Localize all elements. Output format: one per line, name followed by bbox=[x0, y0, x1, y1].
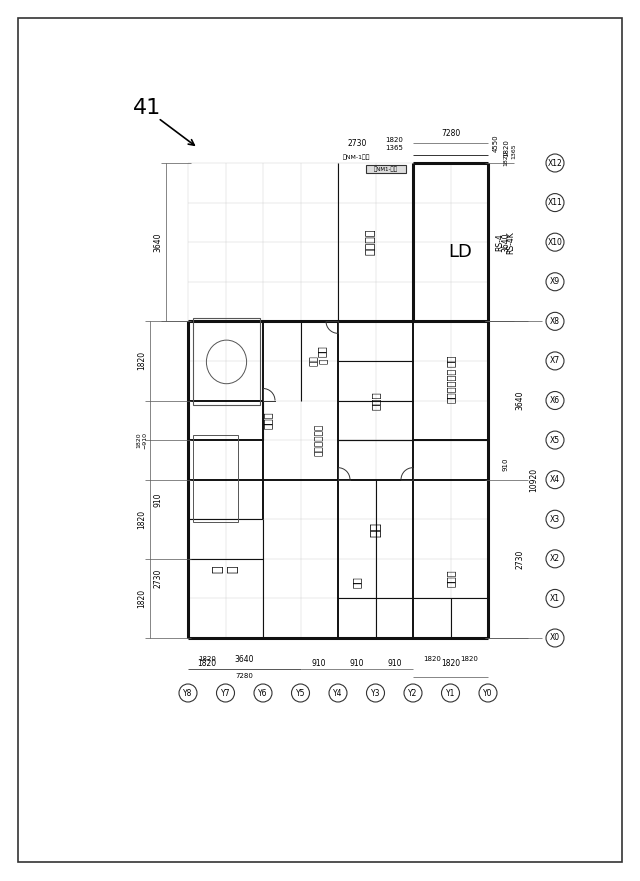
Circle shape bbox=[546, 233, 564, 251]
Text: 910: 910 bbox=[387, 660, 401, 669]
Text: 4550: 4550 bbox=[493, 134, 499, 152]
Text: X12: X12 bbox=[548, 159, 563, 167]
Text: 3640: 3640 bbox=[234, 655, 254, 663]
Text: X10: X10 bbox=[548, 238, 563, 247]
Text: 910: 910 bbox=[154, 492, 163, 507]
Text: 厚NM1-開立: 厚NM1-開立 bbox=[374, 167, 397, 172]
Text: Y5: Y5 bbox=[296, 688, 305, 698]
Text: クローゼット: クローゼット bbox=[445, 368, 456, 403]
Text: 1820: 1820 bbox=[138, 352, 147, 371]
Text: 910: 910 bbox=[349, 660, 364, 669]
Text: 3640: 3640 bbox=[154, 233, 163, 252]
Text: 床の間: 床の間 bbox=[445, 570, 456, 588]
Text: Y1: Y1 bbox=[446, 688, 455, 698]
Text: 1820
−910: 1820 −910 bbox=[136, 432, 147, 448]
Circle shape bbox=[254, 684, 272, 702]
Text: 1820
1365: 1820 1365 bbox=[385, 137, 403, 151]
Text: X1: X1 bbox=[550, 594, 560, 603]
Text: 2730: 2730 bbox=[515, 549, 525, 568]
Text: 910: 910 bbox=[312, 660, 326, 669]
Text: 1365: 1365 bbox=[511, 144, 516, 159]
Text: Y6: Y6 bbox=[259, 688, 268, 698]
Text: X2: X2 bbox=[550, 554, 560, 563]
Text: 階段: 階段 bbox=[316, 345, 326, 357]
Text: 910: 910 bbox=[503, 457, 509, 470]
Text: 厚NM-1開立: 厚NM-1開立 bbox=[343, 154, 371, 159]
Text: 1820: 1820 bbox=[504, 150, 509, 166]
Circle shape bbox=[179, 684, 197, 702]
Text: 1820: 1820 bbox=[460, 656, 478, 662]
Text: 2730: 2730 bbox=[347, 139, 367, 149]
Circle shape bbox=[546, 313, 564, 330]
Text: 2730: 2730 bbox=[154, 569, 163, 589]
Text: 1820: 1820 bbox=[423, 656, 441, 662]
Text: 1820: 1820 bbox=[503, 139, 509, 157]
Text: Y8: Y8 bbox=[183, 688, 193, 698]
Circle shape bbox=[546, 154, 564, 172]
Text: RS-4: RS-4 bbox=[495, 233, 504, 251]
Text: 洋
室: 洋 室 bbox=[211, 565, 239, 573]
Text: 1820: 1820 bbox=[197, 660, 216, 669]
Text: 玄関: 玄関 bbox=[445, 355, 456, 367]
Text: 3640: 3640 bbox=[515, 391, 525, 411]
Text: Y7: Y7 bbox=[221, 688, 230, 698]
Circle shape bbox=[291, 684, 310, 702]
Text: X8: X8 bbox=[550, 317, 560, 326]
Text: 10920: 10920 bbox=[529, 468, 538, 492]
Text: X4: X4 bbox=[550, 475, 560, 485]
Text: X6: X6 bbox=[550, 396, 560, 405]
Text: キッチン: キッチン bbox=[365, 229, 376, 255]
Circle shape bbox=[442, 684, 460, 702]
Text: 41: 41 bbox=[133, 98, 161, 118]
Circle shape bbox=[546, 352, 564, 370]
Bar bbox=[365, 165, 406, 173]
Text: X0: X0 bbox=[550, 633, 560, 642]
Text: RS-4K: RS-4K bbox=[506, 231, 515, 254]
Text: X5: X5 bbox=[550, 435, 560, 445]
Bar bbox=[193, 435, 238, 522]
Circle shape bbox=[546, 391, 564, 410]
Circle shape bbox=[546, 194, 564, 211]
Text: 7280: 7280 bbox=[236, 673, 253, 679]
Circle shape bbox=[546, 589, 564, 607]
Circle shape bbox=[546, 470, 564, 489]
Circle shape bbox=[546, 273, 564, 291]
Text: クローゼット: クローゼット bbox=[315, 424, 324, 456]
Text: 廊下
下: 廊下 下 bbox=[310, 356, 329, 366]
Text: ホール: ホール bbox=[371, 391, 381, 410]
Text: X3: X3 bbox=[550, 515, 560, 523]
Text: Y4: Y4 bbox=[333, 688, 343, 698]
Circle shape bbox=[546, 629, 564, 647]
Text: Y3: Y3 bbox=[371, 688, 380, 698]
Text: X7: X7 bbox=[550, 357, 560, 366]
Circle shape bbox=[546, 550, 564, 568]
Circle shape bbox=[216, 684, 234, 702]
Text: 洗面室: 洗面室 bbox=[263, 411, 273, 429]
Text: 1820: 1820 bbox=[138, 589, 147, 608]
Text: 1820: 1820 bbox=[138, 510, 147, 529]
Circle shape bbox=[546, 510, 564, 529]
Text: X11: X11 bbox=[548, 198, 563, 207]
Text: 和室: 和室 bbox=[369, 522, 382, 537]
Circle shape bbox=[367, 684, 385, 702]
Circle shape bbox=[329, 684, 347, 702]
Text: 1820: 1820 bbox=[198, 656, 216, 662]
Bar bbox=[193, 318, 260, 405]
Text: LD: LD bbox=[449, 243, 472, 261]
Text: Y2: Y2 bbox=[408, 688, 418, 698]
Text: Y0: Y0 bbox=[483, 688, 493, 698]
Text: 収納: 収納 bbox=[352, 576, 362, 588]
Text: 1820: 1820 bbox=[441, 660, 460, 669]
Text: X9: X9 bbox=[550, 278, 560, 286]
Text: 3640: 3640 bbox=[502, 233, 511, 252]
Circle shape bbox=[479, 684, 497, 702]
Text: 7280: 7280 bbox=[441, 129, 460, 137]
Circle shape bbox=[546, 431, 564, 449]
Circle shape bbox=[404, 684, 422, 702]
